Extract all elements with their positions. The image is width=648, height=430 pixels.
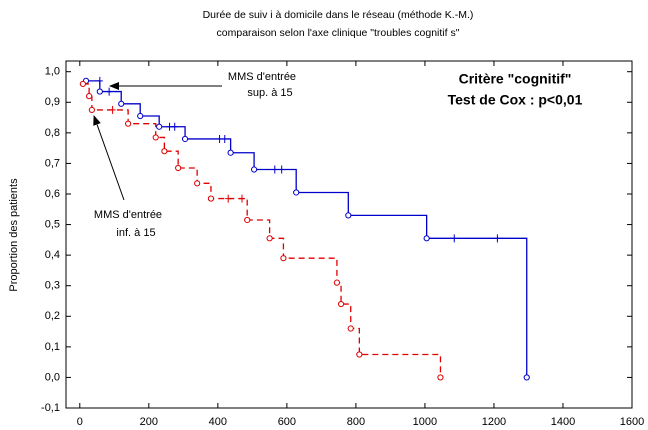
arrow: [93, 115, 125, 201]
event-point: [175, 164, 182, 172]
y-tick-label: 0,4: [45, 249, 60, 261]
y-tick-label: 0,6: [45, 188, 60, 200]
x-tick-label: 1400: [551, 416, 575, 428]
y-tick-label: 0,2: [45, 310, 60, 322]
annotation: MMS d'entrée: [94, 209, 162, 221]
event-point: [156, 123, 163, 130]
event-point: [227, 149, 234, 156]
chart-subtitle: comparaison selon l'axe clinique "troubl…: [217, 27, 460, 39]
event-point: [207, 195, 215, 202]
event-point: [347, 325, 354, 332]
censor-mark: [225, 194, 232, 203]
annotation: sup. à 15: [247, 87, 292, 99]
event-point: [88, 106, 95, 114]
event-point: [356, 351, 363, 358]
event-point: [250, 166, 258, 173]
y-tick-label: 0,5: [45, 218, 60, 230]
event-point: [152, 134, 159, 141]
event-point: [181, 135, 189, 143]
x-tick-label: 0: [77, 416, 83, 428]
event-point: [337, 300, 345, 308]
x-tick-label: 600: [278, 416, 296, 428]
x-tick-label: 200: [140, 416, 158, 428]
plot-frame: [65, 60, 633, 409]
event-point: [423, 235, 430, 242]
event-point: [137, 112, 144, 120]
x-tick-label: 1200: [482, 416, 506, 428]
event-point: [79, 80, 87, 88]
y-tick-label: 0,9: [45, 96, 60, 108]
event-point: [437, 374, 444, 381]
chart-title: Durée de suiv i à domicile dans le résea…: [203, 9, 474, 21]
event-point: [96, 88, 103, 95]
censor-mark: [239, 194, 246, 203]
x-tick-label: 400: [209, 416, 227, 428]
event-point: [194, 180, 201, 187]
x-tick-label: 1000: [413, 416, 437, 428]
y-tick-label: 0,7: [45, 157, 60, 169]
censor-mark: [109, 105, 116, 114]
annotation: MMS d'entrée: [228, 71, 296, 83]
censor-mark: [106, 87, 113, 96]
censor-mark: [171, 122, 178, 131]
event-point: [333, 279, 341, 286]
event-point: [280, 255, 287, 262]
censor-mark: [96, 76, 103, 85]
event-point: [125, 120, 132, 127]
event-point: [118, 100, 125, 107]
survival-line: [86, 80, 528, 378]
y-tick-label: -0,1: [41, 402, 60, 414]
event-point: [345, 212, 352, 219]
event-point: [266, 235, 273, 242]
y-tick-label: 0,1: [45, 341, 60, 353]
censor-mark: [451, 234, 458, 243]
censor-mark: [221, 134, 228, 143]
censor-mark: [278, 165, 285, 174]
event-point: [523, 374, 530, 381]
censor-mark: [271, 165, 278, 174]
censor-mark: [216, 134, 223, 143]
y-axis-label: Proportion des patients: [8, 178, 20, 292]
event-point: [244, 216, 251, 224]
censor-mark: [494, 234, 501, 243]
censor-mark: [166, 122, 173, 131]
event-point: [86, 93, 93, 100]
y-tick-label: 0,8: [45, 127, 60, 139]
y-tick-label: 0,0: [45, 371, 60, 383]
annotation: Critère "cognitif": [459, 71, 572, 87]
x-tick-label: 1600: [620, 416, 644, 428]
y-tick-label: 1,0: [45, 66, 60, 78]
annotation: inf. à 15: [116, 227, 155, 239]
annotation: Test de Cox : p<0,01: [448, 92, 583, 108]
event-point: [161, 148, 168, 155]
x-tick-label: 800: [347, 416, 365, 428]
y-tick-label: 0,3: [45, 280, 60, 292]
event-point: [293, 189, 300, 196]
